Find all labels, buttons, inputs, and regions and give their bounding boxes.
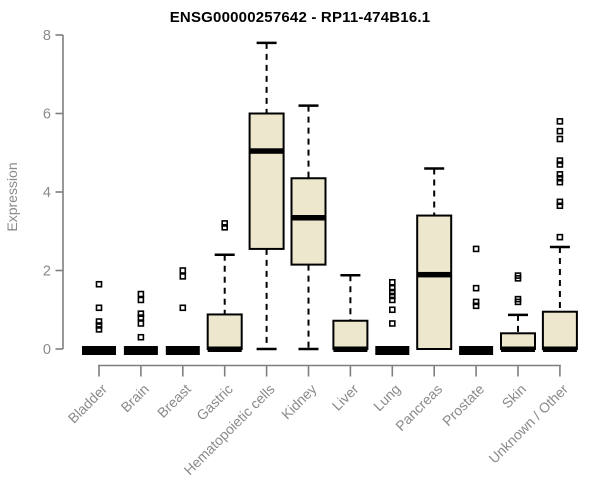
outlier-point [556, 118, 564, 125]
outlier-point [388, 288, 396, 296]
x-category-label: Skin [499, 381, 530, 412]
outlier-point [388, 292, 396, 300]
chart-title: ENSG00000257642 - RP11-474B16.1 [169, 9, 431, 26]
outlier-point [556, 198, 564, 206]
outlier-point [556, 135, 564, 143]
outlier-point [514, 275, 522, 282]
outlier-point [137, 296, 145, 304]
box-iqr [248, 112, 285, 250]
median-line [249, 148, 284, 154]
box-iqr [416, 214, 453, 350]
outlier-point [388, 320, 396, 327]
y-tick-label: 4 [43, 185, 51, 201]
outlier-point [179, 273, 187, 280]
outlier-point [137, 314, 145, 321]
outlier-point [514, 298, 522, 306]
outlier-point [472, 284, 480, 292]
outlier-point [472, 245, 480, 253]
outlier-point [137, 310, 145, 317]
outlier-point [556, 161, 564, 168]
collapsed-box [459, 346, 494, 355]
outlier-point [472, 298, 480, 306]
x-category-label: Unknown / Other [485, 381, 571, 467]
outlier-point [556, 171, 564, 178]
outlier-point [388, 296, 396, 304]
collapsed-box [375, 346, 410, 355]
outlier-point [179, 304, 187, 312]
outlier-point [221, 220, 228, 227]
outlier-point [95, 318, 103, 325]
x-category-label: Prostate [439, 381, 487, 429]
y-tick-label: 6 [43, 107, 51, 123]
x-category-label: Pancreas [392, 381, 445, 434]
box-iqr [541, 310, 578, 350]
x-category-label: Lung [370, 381, 403, 414]
outlier-point [556, 127, 564, 135]
outlier-point [388, 278, 396, 286]
collapsed-box [165, 346, 200, 355]
x-category-label: Liver [329, 381, 362, 414]
outlier-point [556, 178, 564, 186]
y-tick-label: 0 [43, 342, 51, 358]
x-category-label: Bladder [65, 381, 111, 427]
outlier-point [137, 333, 145, 341]
outlier-point [388, 284, 396, 292]
outlier-point [137, 320, 145, 327]
median-line [542, 346, 577, 352]
outlier-point [556, 174, 564, 182]
outlier-point [137, 290, 145, 298]
box-iqr [332, 319, 369, 350]
outlier-point [556, 157, 564, 164]
y-tick-label: 2 [43, 264, 51, 280]
box-iqr [290, 177, 327, 266]
x-category-label: Kidney [278, 381, 320, 423]
collapsed-box [82, 346, 116, 355]
median-line [417, 271, 452, 278]
outlier-point [556, 233, 564, 241]
median-line [333, 346, 368, 352]
outlier-point [179, 267, 187, 274]
outlier-point [388, 306, 396, 314]
y-tick-label: 8 [43, 28, 51, 44]
x-category-label: Breast [154, 381, 194, 421]
box-iqr [206, 313, 243, 350]
outlier-point [472, 302, 480, 310]
median-line [291, 215, 326, 221]
outlier-point [95, 304, 103, 312]
outlier-point [95, 326, 103, 333]
outlier-point [556, 202, 564, 210]
outlier-point [221, 224, 228, 231]
median-line [207, 346, 242, 352]
median-line [501, 346, 535, 352]
x-category-label: Brain [118, 381, 152, 415]
outlier-point [95, 280, 103, 288]
collapsed-box [123, 346, 158, 355]
outlier-point [95, 322, 103, 329]
